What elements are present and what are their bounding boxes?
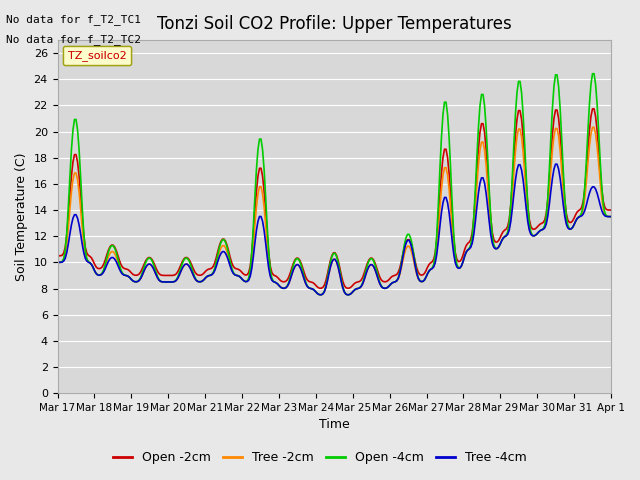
- Line: Open -4cm: Open -4cm: [58, 74, 611, 295]
- Open -4cm: [237, 275, 245, 281]
- Open -4cm: [589, 71, 596, 77]
- Tree -2cm: [237, 275, 245, 281]
- Line: Open -2cm: Open -2cm: [58, 109, 611, 288]
- Tree -2cm: [122, 273, 129, 278]
- Text: No data for f_T2_TC2: No data for f_T2_TC2: [6, 34, 141, 45]
- Open -4cm: [296, 258, 303, 264]
- Open -2cm: [122, 266, 129, 272]
- Tree -4cm: [237, 275, 245, 281]
- Tree -4cm: [579, 211, 587, 217]
- Tree -2cm: [589, 124, 596, 130]
- Open -4cm: [317, 292, 325, 298]
- Open -2cm: [54, 253, 61, 259]
- Open -2cm: [589, 106, 596, 112]
- Legend: Open -2cm, Tree -2cm, Open -4cm, Tree -4cm: Open -2cm, Tree -2cm, Open -4cm, Tree -4…: [108, 446, 532, 469]
- Tree -2cm: [296, 264, 303, 269]
- Tree -4cm: [317, 292, 325, 298]
- Tree -4cm: [54, 260, 61, 265]
- Tree -2cm: [219, 243, 227, 249]
- Open -4cm: [578, 210, 586, 216]
- Line: Tree -4cm: Tree -4cm: [58, 164, 611, 295]
- Open -4cm: [54, 260, 61, 265]
- Title: Tonzi Soil CO2 Profile: Upper Temperatures: Tonzi Soil CO2 Profile: Upper Temperatur…: [157, 15, 511, 33]
- Open -4cm: [607, 214, 615, 219]
- Tree -4cm: [219, 249, 227, 254]
- Legend: TZ_soilco2: TZ_soilco2: [63, 46, 131, 65]
- Open -2cm: [246, 264, 254, 269]
- X-axis label: Time: Time: [319, 419, 349, 432]
- Open -4cm: [219, 237, 227, 242]
- Open -2cm: [317, 286, 325, 291]
- Open -2cm: [237, 268, 245, 274]
- Tree -4cm: [607, 214, 615, 219]
- Text: No data for f_T2_TC1: No data for f_T2_TC1: [6, 14, 141, 25]
- Open -2cm: [607, 207, 615, 213]
- Tree -2cm: [578, 211, 586, 217]
- Tree -2cm: [246, 271, 254, 276]
- Open -2cm: [296, 257, 303, 263]
- Y-axis label: Soil Temperature (C): Soil Temperature (C): [15, 152, 28, 281]
- Tree -4cm: [296, 264, 303, 269]
- Tree -4cm: [552, 161, 559, 167]
- Tree -4cm: [246, 274, 254, 279]
- Open -2cm: [578, 204, 586, 210]
- Tree -2cm: [54, 260, 61, 265]
- Tree -4cm: [122, 273, 129, 278]
- Tree -2cm: [317, 292, 325, 298]
- Open -2cm: [219, 236, 227, 242]
- Open -4cm: [122, 273, 129, 278]
- Open -4cm: [246, 267, 254, 273]
- Line: Tree -2cm: Tree -2cm: [58, 127, 611, 295]
- Tree -2cm: [607, 214, 615, 219]
